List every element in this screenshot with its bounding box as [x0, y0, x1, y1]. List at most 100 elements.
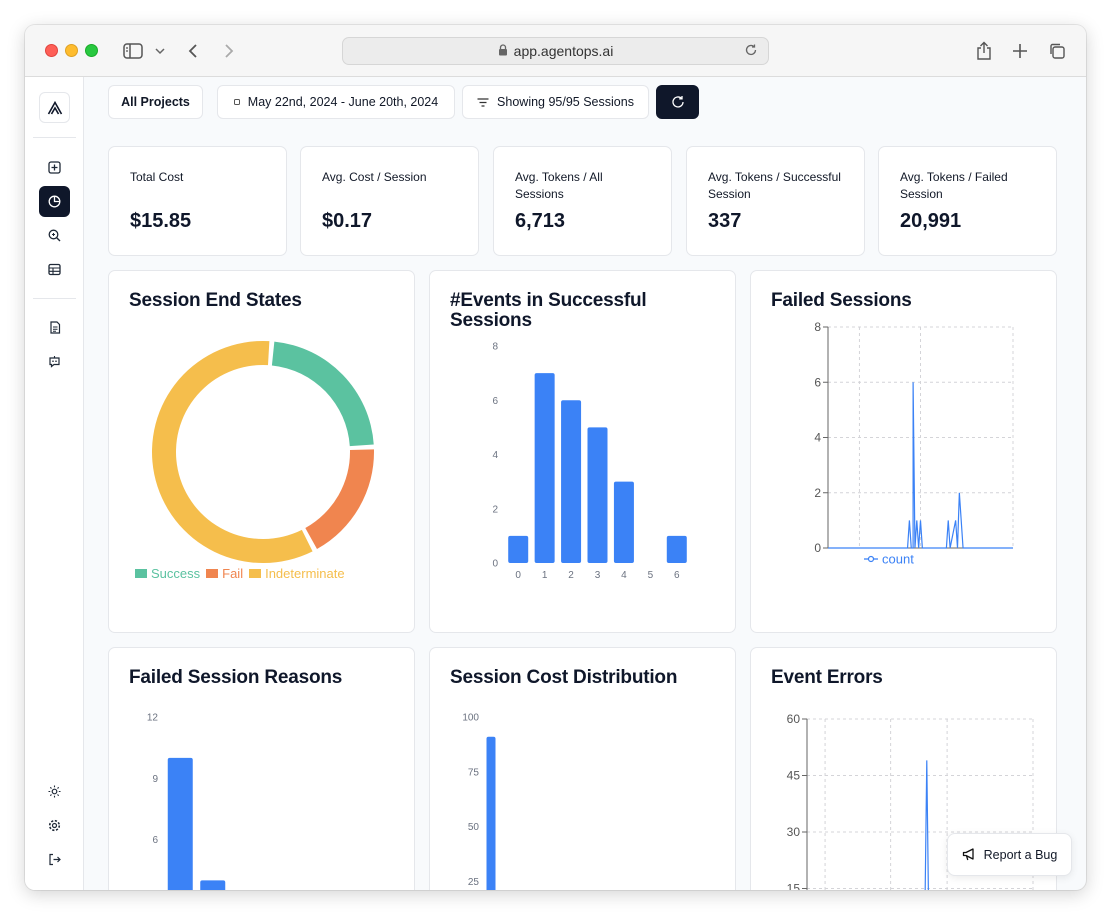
chart-legend: Success Fail Indeterminate	[135, 566, 351, 581]
stat-label: Avg. Cost / Session	[322, 170, 427, 184]
donut-slice-success	[271, 341, 374, 447]
sessions-filter-label: Showing 95/95 Sessions	[497, 95, 634, 109]
x-tick-label: 1	[542, 570, 548, 581]
donut-chart	[151, 341, 374, 563]
bar	[486, 736, 496, 890]
line-chart: 0 2 4 6 8 count	[814, 320, 1014, 567]
address-bar[interactable]: app.agentops.ai	[342, 37, 769, 65]
x-tick-label: 0	[515, 570, 521, 581]
y-tick-label: 4	[814, 431, 821, 445]
chart-title: Failed Session Reasons	[129, 667, 343, 688]
y-tick-label: 50	[468, 822, 480, 833]
legend-item-success[interactable]: Success	[135, 566, 200, 581]
settings-icon[interactable]	[39, 810, 70, 841]
stat-card-avg-tokens-all: Avg. Tokens / All Sessions 6,713	[493, 146, 672, 256]
legend-label: Fail	[222, 566, 244, 581]
minimize-window-button[interactable]	[65, 44, 78, 57]
sidebar	[25, 77, 84, 890]
megaphone-icon	[962, 848, 977, 861]
browser-titlebar: app.agentops.ai	[25, 25, 1086, 77]
date-range-picker[interactable]: May 22nd, 2024 - June 20th, 2024	[217, 85, 455, 119]
legend-item-indeterminate[interactable]: Indeterminate	[249, 566, 345, 581]
maximize-window-button[interactable]	[85, 44, 98, 57]
report-bug-button[interactable]: Report a Bug	[947, 833, 1072, 876]
donut-slice-fail	[305, 449, 374, 549]
bar-chart: 25 50 75 100	[462, 713, 496, 890]
chart-card-failed-session-reasons: Failed Session Reasons 3 6 9 12	[108, 647, 415, 890]
stat-value: 337	[708, 210, 742, 232]
legend-label: Success	[151, 566, 201, 581]
chart-card-events-successful: #Events in Successful Sessions 0 2 4 6 8 0 1 2 3…	[429, 270, 736, 633]
sidebar-divider	[33, 137, 76, 138]
legend-label: Indeterminate	[265, 566, 345, 581]
bar	[200, 880, 226, 890]
stat-label: Avg. Tokens / Successful Session	[708, 170, 841, 201]
close-window-button[interactable]	[45, 44, 58, 57]
refresh-button[interactable]	[656, 85, 699, 119]
line-chart: 15 30 45 60	[787, 712, 1034, 891]
series-line	[828, 382, 1013, 549]
y-tick-label: 12	[147, 713, 159, 724]
stat-card-avg-tokens-successful: Avg. Tokens / Successful Session 337	[686, 146, 865, 256]
chart-card-session-end-states: Session End States Success Fail Indeterm…	[108, 270, 415, 633]
legend-item-fail[interactable]: Fail	[206, 566, 243, 581]
logout-icon[interactable]	[39, 844, 70, 875]
y-tick-label: 25	[468, 877, 480, 888]
bar	[508, 535, 529, 563]
stat-card-total-cost: Total Cost $15.85	[108, 146, 287, 256]
chat-bot-icon[interactable]	[39, 346, 70, 377]
y-tick-label: 60	[787, 712, 801, 726]
all-projects-button[interactable]: All Projects	[108, 85, 203, 119]
y-tick-label: 9	[152, 774, 158, 785]
tab-overview-icon[interactable]	[1047, 39, 1067, 63]
forward-icon[interactable]	[221, 39, 237, 63]
chart-title: #Events in Successful Sessions	[450, 290, 647, 331]
bar	[534, 373, 555, 563]
stat-label: Total Cost	[130, 170, 184, 184]
y-tick-label: 2	[492, 504, 498, 515]
calendar-icon	[233, 99, 240, 105]
stat-value: 20,991	[900, 210, 962, 232]
y-tick-label: 75	[468, 767, 480, 778]
table-icon[interactable]	[39, 254, 70, 285]
theme-sun-icon[interactable]	[39, 776, 70, 807]
filter-icon	[477, 97, 489, 107]
url-text: app.agentops.ai	[513, 43, 614, 59]
stat-value: $0.17	[322, 210, 373, 232]
y-tick-label: 6	[492, 396, 498, 407]
bar	[587, 427, 608, 563]
x-tick-label: 3	[595, 570, 601, 581]
dashboard-icon[interactable]	[39, 186, 70, 217]
stat-value: 6,713	[515, 210, 566, 232]
logo-icon[interactable]	[39, 92, 70, 123]
report-bug-label: Report a Bug	[983, 847, 1058, 862]
chart-title: Event Errors	[771, 667, 883, 688]
new-tab-icon[interactable]	[1011, 39, 1029, 63]
sidebar-toggle-icon[interactable]	[122, 39, 144, 63]
search-icon[interactable]	[39, 220, 70, 251]
share-icon[interactable]	[975, 39, 993, 63]
y-tick-label: 4	[492, 450, 498, 461]
y-tick-label: 8	[814, 320, 821, 334]
y-tick-label: 15	[787, 882, 801, 891]
y-tick-label: 45	[787, 769, 801, 783]
new-session-icon[interactable]	[39, 152, 70, 183]
legend-label: count	[882, 552, 914, 567]
date-range-label: May 22nd, 2024 - June 20th, 2024	[247, 95, 439, 109]
y-tick-label: 100	[462, 713, 479, 724]
document-icon[interactable]	[39, 312, 70, 343]
chart-title: Failed Sessions	[771, 290, 912, 311]
stat-label: Avg. Tokens / Failed Session	[900, 170, 1008, 201]
chevron-down-icon[interactable]	[153, 39, 167, 63]
sessions-filter-button[interactable]: Showing 95/95 Sessions	[462, 85, 649, 119]
all-projects-label: All Projects	[121, 95, 190, 109]
x-tick-label: 4	[621, 570, 627, 581]
refresh-icon	[671, 95, 685, 109]
y-tick-label: 2	[814, 486, 821, 500]
reload-icon[interactable]	[744, 43, 758, 60]
x-tick-label: 2	[568, 570, 574, 581]
bar-chart: 0 2 4 6 8 0 1 2 3 4 5 6	[492, 342, 687, 581]
stat-label: Avg. Tokens / All Sessions	[515, 170, 603, 201]
back-icon[interactable]	[185, 39, 201, 63]
